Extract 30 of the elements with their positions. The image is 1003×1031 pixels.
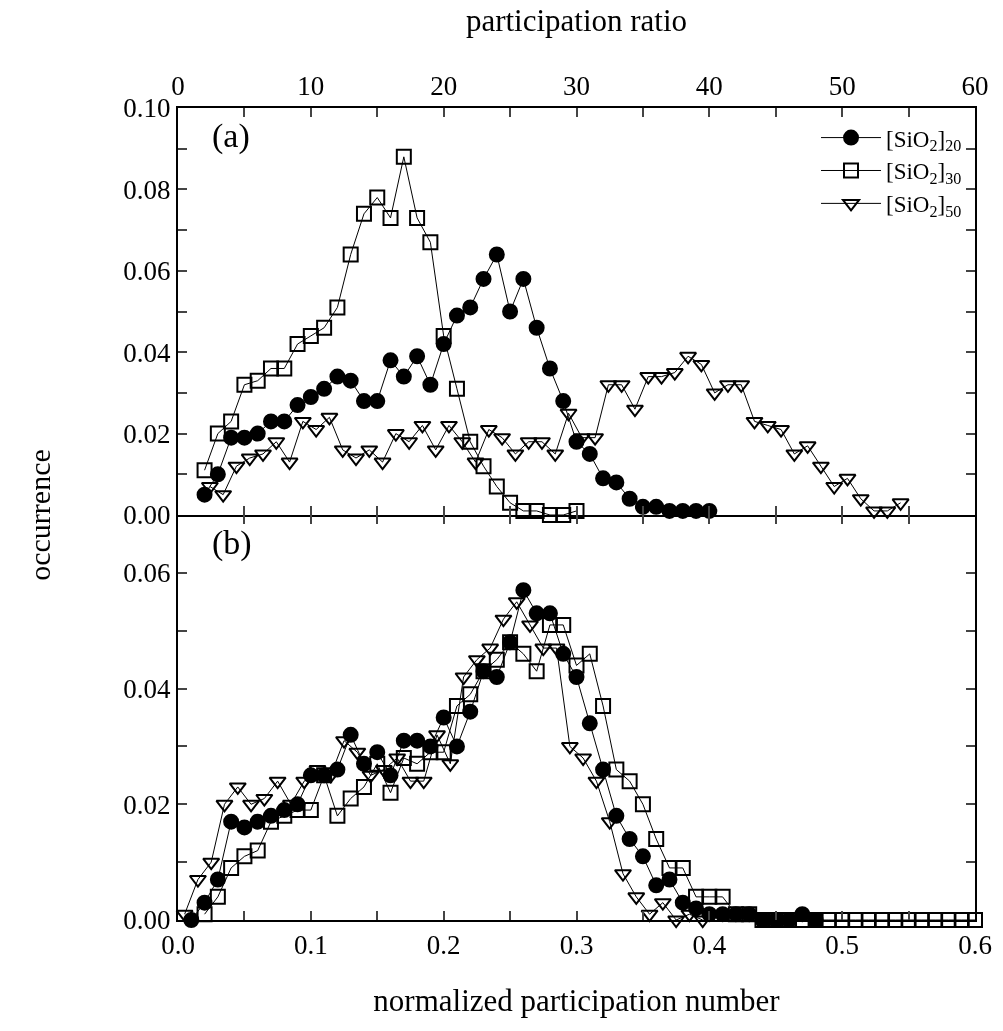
y-axis-title: occurrence [23, 449, 57, 581]
x-tick-label: 0.4 [692, 930, 727, 961]
legend-label: [SiO$_{2}$]$_{20}$ [886, 126, 962, 155]
x-tick-label: 0.5 [825, 930, 860, 961]
y-tick-label: 0.06 [123, 558, 171, 589]
x-tick-label: 0.2 [426, 930, 461, 961]
y-tick-label: 0.02 [123, 789, 171, 820]
x-tick-label: 0 [171, 71, 185, 102]
y-tick-label: 0.02 [123, 419, 171, 450]
y-tick-label: 0.04 [123, 674, 172, 705]
x-tick-label: 0.3 [559, 930, 594, 961]
x-tick-label: 30 [563, 71, 590, 102]
y-tick-label: 0.06 [123, 256, 171, 287]
x-tick-label: 40 [695, 71, 723, 102]
x-tick-label: 0.6 [958, 930, 992, 961]
x-axis-title: normalized participation number [373, 983, 781, 1019]
annotation: (a) [212, 117, 250, 155]
x-tick-label: 50 [828, 71, 856, 102]
x-tick-label: 60 [961, 71, 989, 102]
x-axis-title: participation ratio [465, 3, 688, 39]
annotation: (b) [212, 524, 252, 562]
x-tick-label: 10 [297, 71, 325, 102]
y-tick-label: 0.08 [123, 174, 171, 205]
x-tick-label: 20 [430, 71, 458, 102]
y-tick-label: 0.00 [123, 500, 171, 531]
x-tick-label: 0.1 [293, 930, 328, 961]
legend-label: [SiO$_{2}$]$_{30}$ [886, 159, 962, 188]
y-tick-label: 0.04 [123, 337, 172, 368]
y-tick-label: 0.10 [123, 93, 171, 124]
legend-label: [SiO$_{2}$]$_{50}$ [886, 192, 962, 221]
